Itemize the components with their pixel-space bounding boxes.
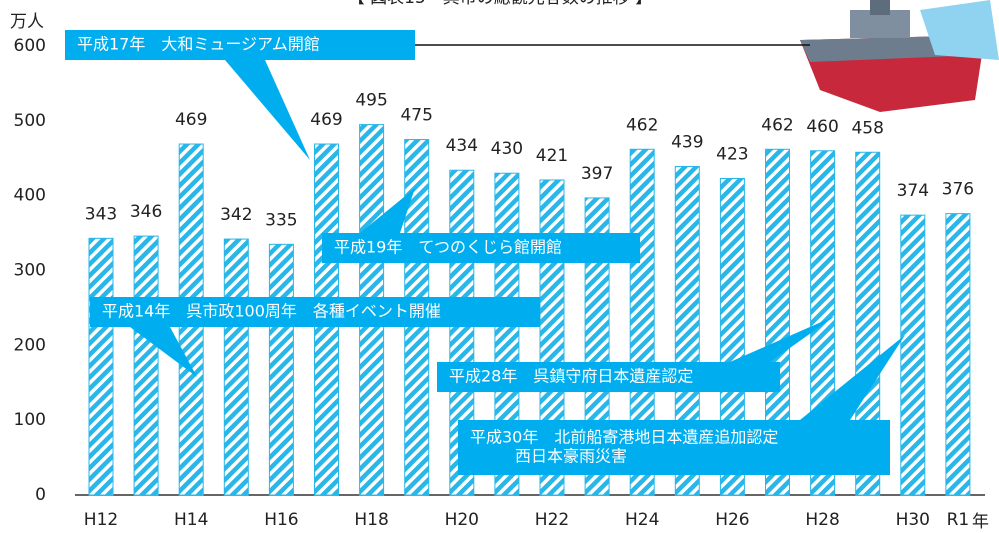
annotation: 平成17年 大和ミュージアム開館	[77, 35, 320, 54]
x-tick-label: H16	[264, 510, 298, 530]
x-tick-label: H18	[354, 510, 388, 530]
x-tick-label: H28	[805, 510, 839, 530]
bar	[88, 237, 114, 496]
callout-pointer	[360, 188, 415, 233]
value-label: 469	[175, 110, 207, 130]
ship-illustration	[800, 0, 999, 112]
callout-pointer	[730, 316, 835, 362]
x-tick-label: H30	[896, 510, 930, 530]
x-tick-label: H26	[715, 510, 749, 530]
value-label: 343	[85, 204, 117, 224]
x-tick-label: H24	[625, 510, 659, 530]
value-label: 462	[626, 115, 658, 135]
x-tick-label: H22	[535, 510, 569, 530]
value-label: 423	[716, 144, 748, 164]
value-label: 460	[806, 117, 838, 137]
bar	[223, 238, 249, 496]
y-axis-label: 万人	[10, 12, 44, 32]
x-tick-label: H20	[445, 510, 479, 530]
value-label: 346	[130, 202, 162, 222]
y-tick-label: 200	[14, 335, 46, 355]
value-label: 430	[491, 139, 523, 159]
callout-box	[458, 420, 890, 475]
bar	[133, 235, 159, 496]
y-tick-label: 500	[14, 111, 46, 131]
annotation: 平成14年 呉市政100周年 各種イベント開催	[102, 302, 441, 321]
x-tick-label: H14	[174, 510, 208, 530]
x-tick-label: H12	[84, 510, 118, 530]
callout-box	[90, 297, 540, 327]
value-label: 439	[671, 132, 703, 152]
value-label: 495	[355, 91, 387, 111]
value-label: 458	[851, 118, 883, 138]
chart-title: 【 図表15 呉市の総観光客数の推移 】	[348, 0, 652, 8]
x-axis-label: 年	[972, 512, 989, 532]
annotation: 平成30年 北前船寄港地日本遺産追加認定	[470, 428, 778, 447]
value-label: 342	[220, 205, 252, 225]
bar	[268, 243, 294, 496]
y-tick-label: 600	[14, 36, 46, 56]
y-tick-label: 300	[14, 261, 46, 281]
annotation: 平成19年 てつのくじら館開館	[334, 238, 562, 257]
value-label: 421	[536, 146, 568, 166]
value-label: 376	[942, 180, 974, 200]
y-tick-label: 400	[14, 186, 46, 206]
x-tick-label: R1	[947, 510, 970, 530]
annotation: 西日本豪雨災害	[515, 447, 627, 466]
callout-pointer	[800, 335, 905, 420]
bar	[945, 213, 971, 496]
callout-pointer	[130, 327, 197, 377]
annotation: 平成28年 呉鎮守府日本遺産認定	[449, 367, 693, 386]
callout-box	[65, 30, 415, 60]
callout-pointer	[225, 60, 310, 160]
value-label: 397	[581, 164, 613, 184]
value-label: 462	[761, 115, 793, 135]
y-tick-label: 100	[14, 410, 46, 430]
y-tick-label: 0	[35, 485, 46, 505]
value-label: 475	[400, 106, 432, 126]
callout-box	[322, 233, 640, 263]
value-label: 374	[897, 181, 929, 201]
value-label: 434	[446, 136, 478, 156]
value-label: 469	[310, 110, 342, 130]
callout-box	[437, 362, 780, 392]
value-label: 335	[265, 210, 297, 230]
bar	[900, 214, 926, 496]
